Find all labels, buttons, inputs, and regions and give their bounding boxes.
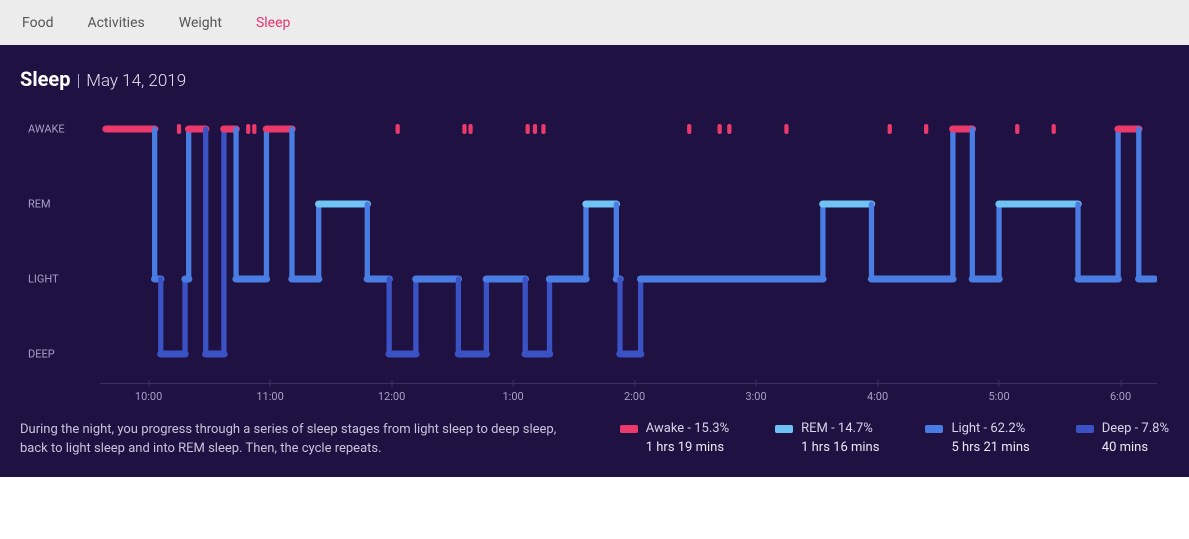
legend-item-awake: Awake - 15.3% 1 hrs 19 mins — [620, 421, 729, 455]
xtick: 4:00 — [867, 390, 888, 403]
xtick: 1:00 — [502, 390, 523, 403]
chart-footer: During the night, you progress through a… — [20, 421, 1169, 459]
ylabel-awake: AWAKE — [28, 123, 65, 136]
ylabel-light: LIGHT — [28, 273, 59, 286]
tab-weight[interactable]: Weight — [179, 15, 222, 31]
legend-swatch — [775, 425, 793, 433]
legend-label: REM - 14.7% — [801, 421, 873, 436]
x-axis: 10:00 11:00 12:00 1:00 2:00 3:00 4:00 5:00 6:00 — [100, 383, 1157, 409]
title-main: Sleep — [20, 67, 70, 91]
xtick: 5:00 — [988, 390, 1009, 403]
xtick: 11:00 — [256, 390, 283, 403]
ylabel-rem: REM — [28, 198, 51, 211]
legend-label: Deep - 7.8% — [1102, 421, 1169, 436]
legend-item-light: Light - 62.2% 5 hrs 21 mins — [925, 421, 1029, 455]
legend-swatch — [925, 425, 943, 433]
legend-swatch — [620, 425, 638, 433]
tab-activities[interactable]: Activities — [87, 15, 144, 31]
legend-item-rem: REM - 14.7% 1 hrs 16 mins — [775, 421, 879, 455]
legend-item-deep: Deep - 7.8% 40 mins — [1076, 421, 1169, 455]
title-date: May 14, 2019 — [86, 71, 186, 91]
xtick: 10:00 — [135, 390, 162, 403]
tab-sleep[interactable]: Sleep — [256, 15, 290, 31]
legend-label: Light - 62.2% — [951, 421, 1025, 436]
sleep-panel: Sleep | May 14, 2019 AWAKE REM LIGHT DEE… — [0, 45, 1189, 477]
legend-duration: 40 mins — [1076, 440, 1169, 455]
legend-duration: 1 hrs 19 mins — [620, 440, 729, 455]
legend-duration: 1 hrs 16 mins — [775, 440, 879, 455]
legend-swatch — [1076, 425, 1094, 433]
legend: Awake - 15.3% 1 hrs 19 mins REM - 14.7% 1 h… — [620, 421, 1169, 455]
xtick: 12:00 — [378, 390, 405, 403]
footer-description: During the night, you progress through a… — [20, 421, 580, 459]
title-separator: | — [76, 71, 80, 91]
legend-duration: 5 hrs 21 mins — [925, 440, 1029, 455]
chart-plot-area — [100, 109, 1157, 379]
legend-label: Awake - 15.3% — [646, 421, 729, 436]
xtick: 6:00 — [1110, 390, 1131, 403]
sleep-chart[interactable]: AWAKE REM LIGHT DEEP 10:00 11:00 12:00 1:00… — [20, 109, 1169, 409]
xtick: 2:00 — [624, 390, 645, 403]
ylabel-deep: DEEP — [28, 348, 55, 361]
tab-food[interactable]: Food — [22, 15, 53, 31]
page-title: Sleep | May 14, 2019 — [20, 67, 1169, 91]
tabbar: Food Activities Weight Sleep — [0, 0, 1189, 45]
xtick: 3:00 — [745, 390, 766, 403]
